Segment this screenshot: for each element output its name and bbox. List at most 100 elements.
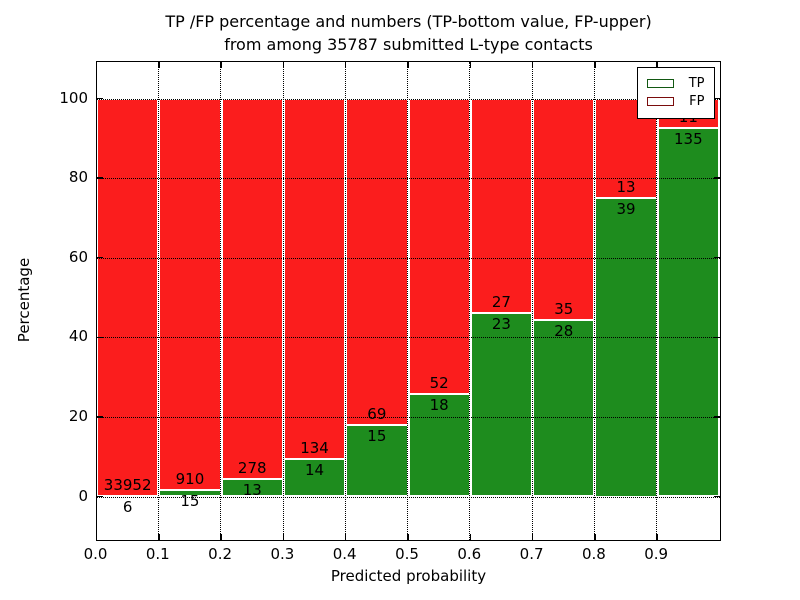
x-tick-mark: [656, 533, 658, 540]
x-tick-mark: [158, 61, 160, 68]
x-tick-mark: [220, 533, 222, 540]
x-tick-label: 0.4: [332, 545, 357, 563]
legend: TP FP: [636, 66, 715, 119]
y-tick-mark: [713, 336, 720, 339]
x-tick-mark: [469, 61, 472, 68]
y-tick-label: 80: [68, 168, 88, 187]
tp-count-label: 18: [429, 396, 449, 415]
x-tick-mark: [594, 533, 596, 540]
x-tick-mark: [344, 61, 347, 68]
horizontal-gridline: [96, 416, 720, 418]
x-tick-mark: [531, 533, 534, 540]
vertical-gridline: [157, 61, 161, 540]
fp-count-label: 33952: [103, 476, 152, 495]
x-tick-label: 0.7: [519, 545, 544, 563]
y-tick-mark: [713, 97, 720, 100]
x-tick-mark: [407, 61, 409, 68]
fp-count-label: 69: [367, 405, 387, 424]
vertical-gridline: [406, 61, 410, 540]
legend-item-fp: FP: [646, 93, 705, 109]
fp-bar-segment: [221, 98, 284, 479]
fp-count-label: 278: [237, 458, 267, 477]
horizontal-gridline: [96, 337, 720, 339]
horizontal-gridline: [96, 496, 720, 498]
vertical-gridline: [468, 61, 472, 540]
x-tick-label: 0.8: [581, 545, 606, 563]
x-tick-mark: [656, 61, 658, 68]
tp-count-label: 23: [491, 315, 511, 334]
plot-area: TP FP 33952 6 910 15 278 13 134 14 69 15 52 18 27 23 3…: [95, 60, 721, 541]
vertical-gridline: [344, 61, 348, 540]
tp-count-label: 14: [304, 460, 325, 479]
x-tick-mark: [282, 533, 285, 540]
fp-bar-segment: [283, 98, 346, 459]
x-tick-label: 0.2: [208, 545, 233, 563]
tp-legend-swatch: [646, 78, 674, 88]
x-tick-mark: [158, 533, 160, 540]
y-tick-mark: [96, 495, 103, 498]
x-tick-label: 0.9: [644, 545, 669, 563]
vertical-gridline: [593, 61, 597, 540]
y-tick-mark: [713, 495, 720, 498]
tp-count-label: 15: [367, 427, 387, 446]
fp-count-label: 52: [429, 374, 449, 393]
horizontal-gridline: [96, 257, 720, 259]
vertical-gridline: [655, 61, 659, 540]
fp-count-label: 35: [554, 299, 574, 318]
tp-count-label: 15: [180, 492, 200, 511]
x-tick-label: 0.5: [395, 545, 419, 563]
x-axis-label: Predicted probability: [330, 567, 487, 585]
x-tick-mark: [95, 61, 98, 68]
fp-legend-swatch: [646, 96, 674, 106]
y-tick-mark: [96, 336, 103, 339]
chart-title-line1: TP /FP percentage and numbers (TP-bottom…: [165, 12, 652, 31]
y-tick-mark: [96, 256, 103, 259]
y-axis-label: Percentage: [15, 257, 33, 343]
x-tick-mark: [469, 533, 472, 540]
x-tick-label: 0.1: [145, 545, 170, 563]
y-tick-label: 20: [68, 406, 88, 425]
horizontal-gridline: [96, 178, 720, 180]
tp-bar-segment: [532, 319, 595, 497]
y-tick-mark: [96, 416, 103, 418]
fp-legend-label: FP: [689, 93, 705, 109]
vertical-gridline: [531, 61, 535, 540]
vertical-gridline: [281, 61, 285, 540]
y-tick-label: 40: [68, 327, 88, 346]
tp-count-label: 13: [242, 480, 262, 499]
legend-item-tp: TP: [646, 76, 705, 91]
y-tick-mark: [96, 97, 103, 100]
y-tick-label: 60: [68, 247, 88, 266]
tp-count-label: 28: [554, 321, 574, 340]
fp-bar-segment: [345, 98, 408, 426]
tp-count-label: 135: [674, 130, 703, 149]
y-tick-label: 100: [59, 88, 88, 107]
tp-bar-segment: [283, 458, 346, 497]
horizontal-gridline: [96, 98, 720, 100]
x-tick-label: 0.0: [83, 545, 108, 563]
fp-bar-segment: [158, 98, 222, 491]
y-tick-mark: [96, 177, 103, 179]
vertical-gridline: [219, 61, 223, 540]
fp-bar-segment: [408, 98, 471, 395]
x-tick-label: 0.6: [457, 545, 482, 563]
y-tick-label: 0: [78, 486, 88, 505]
tp-count-label: 39: [616, 200, 636, 218]
tp-bar-segment: [657, 128, 720, 497]
x-tick-mark: [594, 61, 596, 68]
fp-count-label: 27: [491, 293, 511, 312]
x-tick-mark: [531, 61, 534, 68]
x-tick-mark: [220, 61, 222, 68]
fp-bar-segment: [470, 98, 533, 314]
fp-count-label: 134: [300, 438, 329, 457]
chart-title-line2: from among 35787 submitted L-type contac…: [224, 35, 593, 54]
tp-count-label: 6: [122, 498, 133, 517]
x-tick-mark: [282, 61, 285, 68]
x-tick-mark: [95, 533, 98, 540]
y-tick-mark: [713, 177, 720, 179]
x-tick-mark: [344, 533, 347, 540]
tp-bar-segment: [470, 313, 533, 497]
chart-title: TP /FP percentage and numbers (TP-bottom…: [95, 10, 722, 56]
x-tick-label: 0.3: [270, 545, 295, 563]
